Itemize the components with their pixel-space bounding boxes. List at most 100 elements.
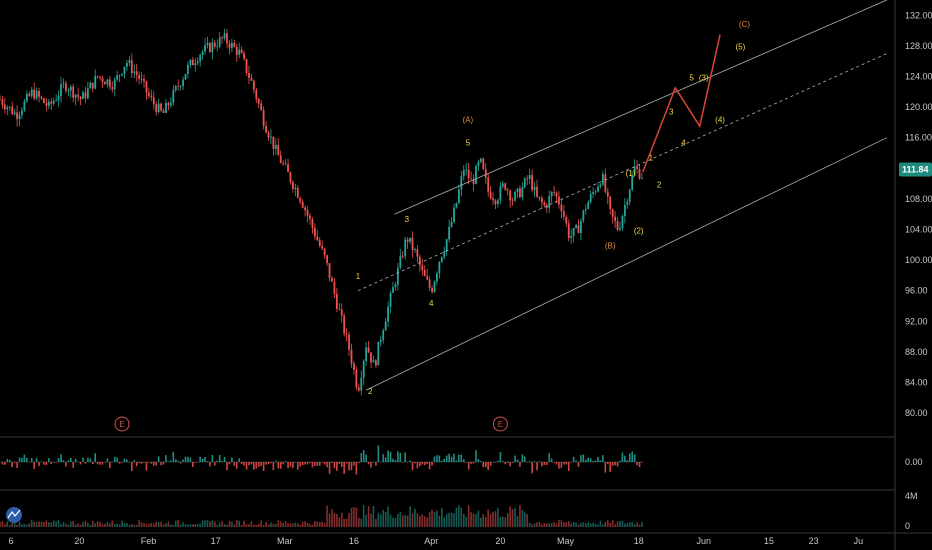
volume-bar	[204, 520, 206, 527]
volume-bar	[72, 520, 75, 527]
oscillator-bar	[401, 462, 404, 463]
candle-body	[460, 176, 463, 190]
candle-body	[299, 197, 302, 202]
volume-bar	[521, 509, 524, 527]
oscillator-bar	[497, 460, 499, 462]
volume-bar	[233, 524, 236, 527]
volume-bar	[206, 520, 209, 527]
oscillator-bar	[523, 456, 526, 462]
oscillator-pane[interactable]	[0, 445, 643, 475]
volume-bar	[431, 509, 433, 527]
oscillator-bar	[177, 460, 179, 462]
candle-body	[443, 251, 446, 258]
volume-bar	[13, 521, 16, 527]
candle-body	[360, 377, 363, 391]
volume-bar	[531, 524, 533, 527]
volume-bar	[223, 524, 226, 527]
volume-bar	[194, 524, 197, 527]
oscillator-bar	[184, 456, 187, 462]
oscillator-bar	[216, 460, 219, 462]
volume-bar	[82, 521, 84, 527]
wave-label: 5	[689, 73, 694, 82]
candle-body	[187, 64, 189, 74]
candle-body	[182, 79, 184, 87]
candle-body	[221, 37, 224, 39]
volume-bar	[321, 521, 323, 527]
volume-bar	[253, 524, 255, 527]
candle-body	[38, 90, 40, 97]
oscillator-bar	[599, 460, 602, 462]
volume-bar	[18, 521, 21, 527]
oscillator-bar	[267, 462, 270, 465]
event-label: E	[119, 420, 124, 429]
candle-body	[118, 75, 121, 76]
candle-body	[516, 188, 519, 193]
volume-bar	[257, 523, 260, 527]
price-pane[interactable]: 1 2 3 4 5 (A) (B) (1) (2) 1 2 3 4 5 (3) (4) (5) (C) E E	[0, 0, 888, 432]
candle-body	[514, 192, 516, 201]
oscillator-bar	[170, 460, 172, 462]
oscillator-bar	[343, 462, 345, 474]
candle-body	[147, 92, 150, 96]
volume-bar	[394, 518, 397, 527]
oscillator-bar	[460, 454, 463, 462]
candle-body	[35, 90, 38, 99]
oscillator-bar	[399, 453, 402, 462]
candle-body	[130, 60, 133, 73]
oscillator-bar	[72, 462, 75, 468]
volume-bar	[11, 521, 14, 527]
candle-body	[587, 202, 590, 210]
candle-body	[133, 71, 136, 73]
candle-body	[555, 192, 558, 197]
candle-body	[367, 347, 370, 353]
oscillator-bar	[104, 462, 106, 463]
volume-bar	[23, 523, 26, 527]
candle-body	[287, 164, 289, 173]
logo-mark	[7, 509, 21, 519]
volume-bar	[111, 520, 114, 527]
candle-body	[438, 262, 441, 274]
oscillator-bar	[138, 462, 140, 464]
volume-pane[interactable]	[0, 505, 643, 527]
oscillator-bar	[555, 462, 558, 465]
candle-body	[150, 95, 153, 98]
oscillator-bar	[536, 462, 538, 471]
volume-bar	[438, 515, 441, 527]
candle-body	[382, 330, 385, 340]
oscillator-bar	[636, 462, 638, 466]
candle-body	[62, 83, 65, 85]
volume-bar	[26, 524, 28, 527]
volume-bar	[60, 524, 62, 527]
volume-bar	[377, 513, 380, 527]
volume-bar	[0, 521, 1, 527]
candle-body	[245, 58, 248, 73]
oscillator-bar	[472, 462, 475, 464]
candle-body	[392, 287, 394, 293]
oscillator-bar	[8, 460, 11, 462]
channel-upper-line	[394, 0, 888, 215]
volume-bar	[148, 523, 150, 527]
candle-body	[641, 178, 643, 179]
volume-bar	[350, 507, 353, 527]
oscillator-bar	[428, 462, 431, 470]
oscillator-bar	[577, 462, 580, 467]
oscillator-bar	[157, 456, 160, 462]
oscillator-bar	[543, 462, 546, 466]
candle-body	[99, 76, 101, 78]
candle-body	[267, 132, 270, 138]
oscillator-bar	[628, 453, 631, 462]
candle-body	[106, 79, 109, 85]
volume-bar	[462, 513, 465, 527]
oscillator-bar	[99, 462, 101, 465]
oscillator-bar	[575, 460, 577, 462]
oscillator-bar	[321, 462, 323, 463]
oscillator-bar	[87, 457, 89, 462]
oscillator-bar	[638, 462, 641, 468]
candle-body	[211, 42, 214, 52]
oscillator-bar	[143, 462, 145, 463]
volume-bar	[231, 521, 233, 527]
oscillator-bar	[585, 459, 587, 462]
candle-body	[55, 99, 58, 101]
oscillator-bar	[296, 462, 299, 470]
